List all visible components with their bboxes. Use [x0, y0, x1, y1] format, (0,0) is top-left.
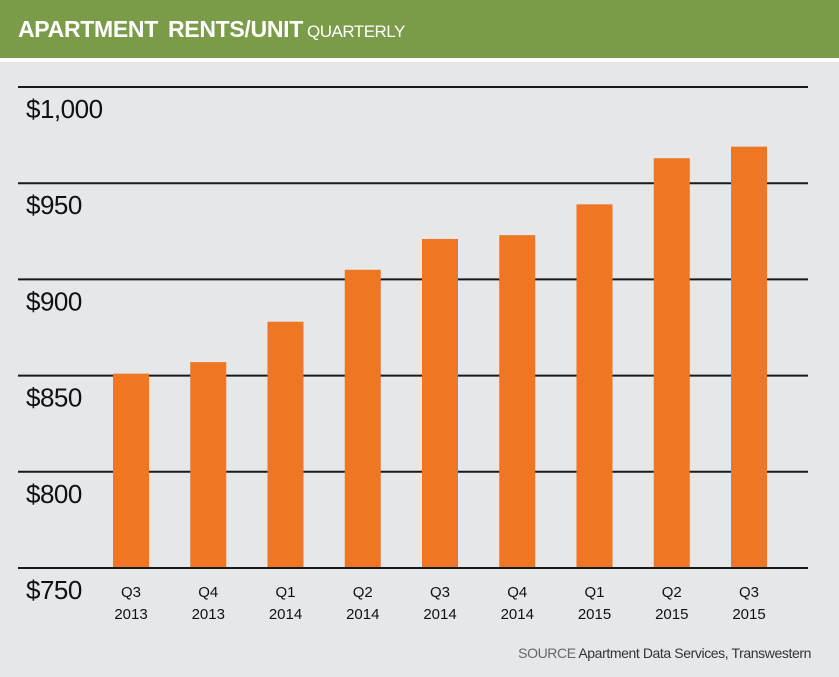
x-tick-label: Q3 — [430, 584, 450, 601]
bar — [731, 146, 767, 569]
chart-subtitle: QUARTERLY — [307, 22, 405, 41]
bar — [653, 158, 690, 569]
chart-title: APARTMENT RENTS/UNIT QUARTERLY — [18, 16, 405, 43]
x-tick-label: 2013 — [192, 606, 225, 623]
title-part2: RENTS/UNIT — [167, 16, 303, 42]
bar — [113, 373, 149, 568]
bar — [267, 321, 304, 568]
x-tick-label: 2015 — [655, 606, 688, 623]
x-tick-label: 2014 — [423, 606, 456, 623]
y-tick-label: $1,000 — [26, 94, 103, 124]
bar — [190, 362, 227, 568]
x-tick-label: Q4 — [507, 584, 527, 601]
y-tick-label: $850 — [26, 383, 82, 413]
x-tick-label: Q1 — [584, 584, 604, 601]
source-label: SOURCE — [518, 645, 576, 661]
source-note: SOURCE Apartment Data Services, Transwes… — [518, 645, 811, 661]
x-tick-label: Q1 — [275, 584, 295, 601]
bar — [344, 269, 381, 568]
x-tick-label: 2015 — [578, 606, 611, 623]
y-tick-label: $900 — [26, 286, 82, 316]
y-tick-label: $750 — [26, 575, 82, 605]
x-tick-label: 2015 — [732, 606, 765, 623]
x-tick-label: 2013 — [114, 606, 147, 623]
x-tick-label: 2014 — [346, 606, 379, 623]
x-tick-label: 2014 — [501, 606, 534, 623]
header-divider — [0, 58, 839, 62]
x-tick-label: Q2 — [353, 584, 373, 601]
bar — [499, 235, 536, 568]
y-tick-label: $800 — [26, 479, 82, 509]
title-part1: APARTMENT — [18, 16, 158, 42]
x-tick-label: Q4 — [198, 584, 218, 601]
source-text: Apartment Data Services, Transwestern — [578, 645, 811, 661]
x-tick-label: Q3 — [121, 584, 141, 601]
chart-header: APARTMENT RENTS/UNIT QUARTERLY — [0, 0, 839, 58]
y-tick-label: $950 — [26, 190, 82, 220]
bar — [576, 204, 613, 568]
x-tick-label: Q2 — [662, 584, 682, 601]
x-tick-label: Q3 — [739, 584, 759, 601]
x-tick-label: 2014 — [269, 606, 302, 623]
bar — [422, 238, 458, 568]
